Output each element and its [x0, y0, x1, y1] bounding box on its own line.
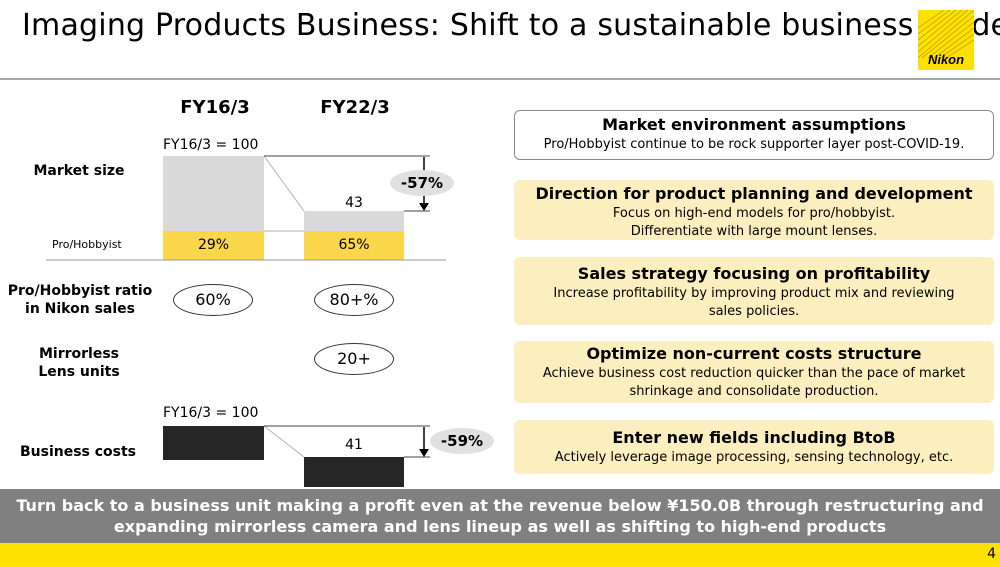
market-change-badge: -57% — [390, 170, 454, 196]
box-line: shrinkage and consolidate production. — [629, 384, 879, 399]
market-fy22-value: 43 — [345, 195, 363, 211]
box-title: Enter new fields including BtoB — [612, 428, 896, 447]
footer-bar — [0, 543, 1000, 567]
costs-change-badge: -59% — [430, 428, 494, 454]
mirrorless-label: Mirrorless Lens units — [20, 345, 138, 381]
page-title: Imaging Products Business: Shift to a su… — [22, 8, 1000, 43]
market-connector — [263, 155, 305, 212]
box-line: Pro/Hobbyist continue to be rock support… — [543, 137, 965, 152]
conclusion-banner: Turn back to a business unit making a pr… — [0, 489, 1000, 543]
pro-ratio-label-line1: Pro/Hobbyist ratio — [7, 283, 153, 299]
column-header-fy16: FY16/3 — [180, 97, 250, 118]
box-line: Actively leverage image processing, sens… — [554, 450, 954, 465]
market-fy16-bar-pro — [163, 231, 264, 260]
logo-wordmark: Nikon — [927, 52, 965, 67]
logo-rays-icon — [918, 10, 974, 59]
mirrorless-fy22: 20+ — [314, 343, 394, 375]
pro-ratio-fy16: 60% — [173, 284, 253, 316]
box-title: Sales strategy focusing on profitability — [577, 264, 931, 283]
market-fy22-bar-rest — [304, 211, 404, 231]
costs-fy16-bar — [163, 426, 264, 460]
box-line: Achieve business cost reduction quicker … — [542, 366, 966, 381]
page-number: 4 — [987, 546, 996, 562]
box-market-environment: Market environment assumptions Pro/Hobby… — [514, 110, 994, 160]
box-title: Optimize non-current costs structure — [586, 344, 922, 363]
costs-fy22-value: 41 — [345, 437, 363, 453]
market-arrow-head-icon — [419, 203, 429, 211]
box-title: Direction for product planning and devel… — [535, 184, 973, 203]
costs-base-note: FY16/3 = 100 — [163, 405, 259, 421]
column-header-fy22: FY22/3 — [320, 97, 390, 118]
mirrorless-label-line2: Lens units — [38, 364, 120, 380]
mirrorless-label-line1: Mirrorless — [38, 346, 120, 362]
market-fy22-pro-share: 65% — [338, 237, 370, 253]
box-line: Increase profitability by improving prod… — [553, 286, 955, 301]
pro-ratio-fy22: 80+% — [314, 284, 394, 316]
box-line: Focus on high-end models for pro/hobbyis… — [612, 206, 896, 221]
costs-arrow-head-icon — [419, 449, 429, 457]
costs-connector — [263, 425, 305, 458]
pro-ratio-label: Pro/Hobbyist ratio in Nikon sales — [0, 282, 160, 318]
box-line: sales policies. — [708, 304, 800, 319]
pro-hobbyist-label: Pro/Hobbyist — [52, 238, 122, 251]
banner-line2: expanding mirrorless camera and lens lin… — [113, 517, 887, 536]
banner-line1: Turn back to a business unit making a pr… — [16, 496, 984, 515]
box-costs-structure: Optimize non-current costs structure Ach… — [514, 341, 994, 403]
market-fy16-pro-share: 29% — [197, 237, 230, 253]
market-fy22-bar-pro — [304, 231, 404, 260]
market-size-label: Market size — [33, 163, 125, 179]
box-title: Market environment assumptions — [602, 115, 906, 134]
costs-fy22-bar — [304, 457, 404, 487]
title-divider — [0, 78, 1000, 80]
box-product-planning: Direction for product planning and devel… — [514, 180, 994, 240]
nikon-logo: Nikon — [918, 10, 974, 70]
market-base-note: FY16/3 = 100 — [163, 137, 259, 153]
box-new-fields: Enter new fields including BtoB Actively… — [514, 420, 994, 474]
pro-ratio-label-line2: in Nikon sales — [25, 301, 135, 317]
market-fy16-bar-rest — [163, 156, 264, 231]
business-costs-label: Business costs — [19, 444, 137, 460]
left-graphics — [46, 155, 446, 487]
box-sales-strategy: Sales strategy focusing on profitability… — [514, 257, 994, 325]
box-line: Differentiate with large mount lenses. — [630, 224, 878, 239]
